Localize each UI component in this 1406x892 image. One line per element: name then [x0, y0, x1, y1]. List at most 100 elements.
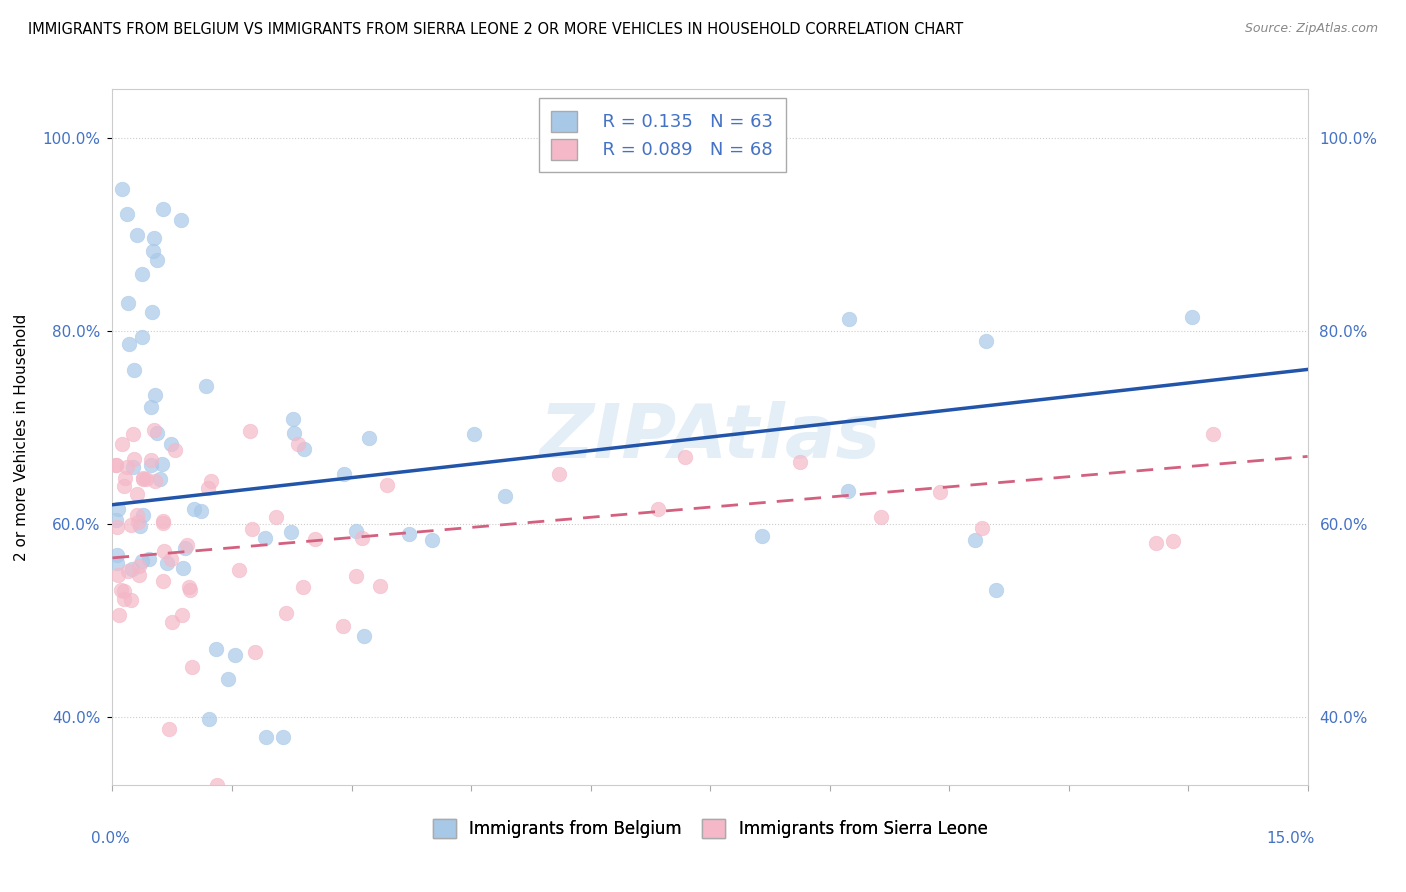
Point [129, 518, 152, 533]
Point [198, 712, 221, 726]
Point [243, 645, 266, 659]
Point [120, 517, 142, 532]
Point [160, 437, 183, 451]
Point [838, 312, 860, 326]
Point [122, 427, 145, 442]
Point [117, 460, 139, 475]
Point [142, 423, 165, 437]
Legend: Immigrants from Belgium, Immigrants from Sierra Leone: Immigrants from Belgium, Immigrants from… [425, 810, 995, 847]
Point [283, 425, 305, 440]
Point [128, 558, 150, 573]
Point [965, 533, 987, 547]
Point [127, 515, 149, 529]
Text: 0.0%: 0.0% [91, 831, 131, 846]
Point [789, 454, 811, 468]
Point [205, 642, 228, 657]
Point [194, 379, 217, 393]
Point [152, 516, 174, 531]
Point [132, 508, 155, 522]
Point [152, 574, 174, 588]
Point [131, 267, 153, 281]
Point [131, 330, 153, 344]
Point [398, 527, 420, 541]
Point [122, 451, 145, 466]
Point [118, 337, 141, 351]
Point [145, 425, 167, 440]
Point [547, 467, 569, 481]
Point [131, 553, 153, 567]
Text: IMMIGRANTS FROM BELGIUM VS IMMIGRANTS FROM SIERRA LEONE 2 OR MORE VEHICLES IN HO: IMMIGRANTS FROM BELGIUM VS IMMIGRANTS FR… [28, 22, 963, 37]
Point [281, 412, 304, 426]
Point [110, 182, 132, 196]
Text: 15.0%: 15.0% [1267, 831, 1315, 846]
Point [115, 207, 138, 221]
Point [114, 470, 136, 484]
Point [1202, 427, 1225, 442]
Point [228, 563, 250, 577]
Point [128, 567, 150, 582]
Point [304, 533, 326, 547]
Point [287, 437, 309, 451]
Point [143, 474, 166, 488]
Point [135, 472, 157, 486]
Point [353, 629, 375, 643]
Point [420, 533, 443, 548]
Point [138, 551, 160, 566]
Point [157, 722, 180, 736]
Point [107, 608, 129, 623]
Point [929, 485, 952, 500]
Point [145, 388, 167, 402]
Point [647, 502, 669, 516]
Point [205, 778, 228, 792]
Point [107, 501, 129, 516]
Point [105, 548, 128, 562]
Point [344, 524, 367, 538]
Point [292, 442, 315, 456]
Point [332, 619, 354, 633]
Point [242, 522, 264, 536]
Point [112, 592, 135, 607]
Point [986, 582, 1008, 597]
Point [127, 486, 149, 500]
Point [239, 424, 262, 438]
Point [142, 244, 165, 259]
Point [1163, 533, 1185, 548]
Point [112, 583, 135, 598]
Point [152, 514, 174, 528]
Point [1181, 310, 1204, 324]
Point [751, 529, 773, 543]
Point [160, 615, 183, 630]
Point [105, 458, 128, 472]
Point [156, 556, 179, 570]
Text: Source: ZipAtlas.com: Source: ZipAtlas.com [1244, 22, 1378, 36]
Point [673, 450, 696, 464]
Point [291, 580, 314, 594]
Point [333, 467, 356, 481]
Point [105, 519, 128, 533]
Point [179, 582, 201, 597]
Point [174, 541, 197, 555]
Point [870, 510, 893, 524]
Point [177, 581, 200, 595]
Point [190, 503, 212, 517]
Point [120, 592, 142, 607]
Point [105, 458, 128, 472]
Point [153, 543, 176, 558]
Point [264, 509, 287, 524]
Point [217, 673, 239, 687]
Point [344, 569, 367, 583]
Point [1144, 536, 1167, 550]
Point [170, 213, 193, 227]
Point [150, 457, 173, 471]
Point [121, 562, 143, 576]
Point [359, 431, 381, 445]
Point [163, 442, 186, 457]
Point [494, 489, 516, 503]
Point [139, 401, 162, 415]
Point [141, 305, 163, 319]
Point [377, 478, 399, 492]
Point [122, 362, 145, 376]
Y-axis label: 2 or more Vehicles in Household: 2 or more Vehicles in Household [14, 313, 28, 561]
Text: ZIPAtlas: ZIPAtlas [540, 401, 880, 474]
Point [125, 508, 148, 522]
